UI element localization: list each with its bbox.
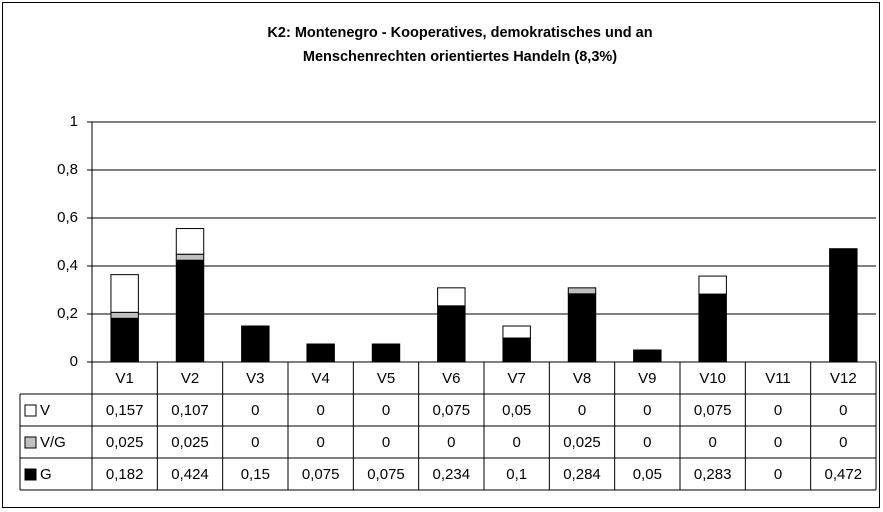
x-tick-label: V4	[311, 370, 329, 387]
bar-segment	[567, 293, 597, 363]
x-tick-label: V7	[507, 370, 525, 387]
y-tick-label: 0,8	[57, 161, 78, 178]
table-cell: 0,05	[633, 466, 662, 483]
table-cell: 0,075	[367, 466, 405, 483]
table-cell: 0	[643, 434, 651, 451]
bar-segment	[110, 317, 139, 363]
table-cell: 0	[774, 434, 782, 451]
table-cell: 0	[512, 434, 520, 451]
table-cell: 0,234	[433, 466, 471, 483]
table-cell: 0,025	[171, 434, 209, 451]
y-tick-label: 0,4	[57, 257, 78, 274]
table-cell: 0,472	[825, 466, 863, 483]
legend-label: V/G	[40, 434, 66, 451]
legend-key	[24, 404, 37, 417]
bar-segment	[437, 305, 466, 363]
table-cell: 0	[316, 434, 324, 451]
x-tick-label: V9	[638, 370, 656, 387]
table-cell: 0	[708, 434, 716, 451]
table-cell: 0,284	[563, 466, 601, 483]
bar-segment	[241, 325, 270, 363]
bar-segment	[437, 287, 466, 307]
y-tick-label: 0,6	[57, 209, 78, 226]
table-cell: 0,107	[171, 402, 209, 419]
legend-label: G	[40, 466, 52, 483]
table-cell: 0	[774, 402, 782, 419]
bar-segment	[698, 293, 727, 363]
x-tick-label: V6	[442, 370, 460, 387]
table-cell: 0	[382, 402, 390, 419]
bar-segment	[175, 253, 205, 261]
table-cell: 0	[839, 402, 847, 419]
table-cell: 0,025	[563, 434, 601, 451]
table-cell: 0,05	[502, 402, 531, 419]
table-cell: 0,075	[433, 402, 471, 419]
bar-segment	[633, 349, 662, 363]
table-cell: 0,1	[506, 466, 527, 483]
table-cell: 0,075	[302, 466, 340, 483]
bar-segment	[698, 275, 727, 295]
x-tick-label: V3	[246, 370, 264, 387]
y-tick-label: 1	[70, 113, 78, 130]
legend-key	[24, 468, 37, 481]
chart-title: Menschenrechten orientiertes Handeln (8,…	[303, 49, 617, 65]
table-cell: 0	[643, 402, 651, 419]
y-tick-label: 0,2	[57, 305, 78, 322]
table-cell: 0,15	[241, 466, 270, 483]
table-cell: 0	[251, 434, 259, 451]
table-cell: 0	[447, 434, 455, 451]
table-cell: 0,025	[106, 434, 144, 451]
bar-segment	[567, 287, 597, 295]
table-cell: 0,075	[694, 402, 732, 419]
legend-key	[24, 436, 37, 449]
chart-title: K2: Montenegro - Kooperatives, demokrati…	[267, 25, 652, 41]
legend-label: V	[40, 402, 50, 419]
table-cell: 0,157	[106, 402, 144, 419]
table-cell: 0,182	[106, 466, 144, 483]
y-tick-label: 0	[70, 353, 78, 370]
bar-segment	[175, 228, 205, 255]
table-cell: 0	[578, 402, 586, 419]
table-cell: 0	[382, 434, 390, 451]
x-tick-label: V8	[573, 370, 591, 387]
table-cell: 0	[251, 402, 259, 419]
table-cell: 0,283	[694, 466, 732, 483]
bar-segment	[502, 325, 531, 339]
x-tick-label: V10	[699, 370, 726, 387]
table-cell: 0	[839, 434, 847, 451]
bar-segment	[175, 259, 205, 363]
x-tick-label: V2	[181, 370, 199, 387]
x-tick-label: V11	[765, 370, 791, 387]
x-tick-label: V12	[830, 370, 857, 387]
table-cell: 0,424	[171, 466, 209, 483]
bar-segment	[110, 274, 139, 313]
bar-segment	[371, 343, 401, 363]
bar-segment	[502, 337, 531, 363]
x-tick-label: V1	[115, 370, 133, 387]
bar-segment	[110, 311, 139, 319]
table-cell: 0	[316, 402, 324, 419]
bar-segment	[829, 248, 858, 363]
bar-segment	[306, 343, 335, 363]
x-tick-label: V5	[377, 370, 395, 387]
table-cell: 0	[774, 466, 782, 483]
